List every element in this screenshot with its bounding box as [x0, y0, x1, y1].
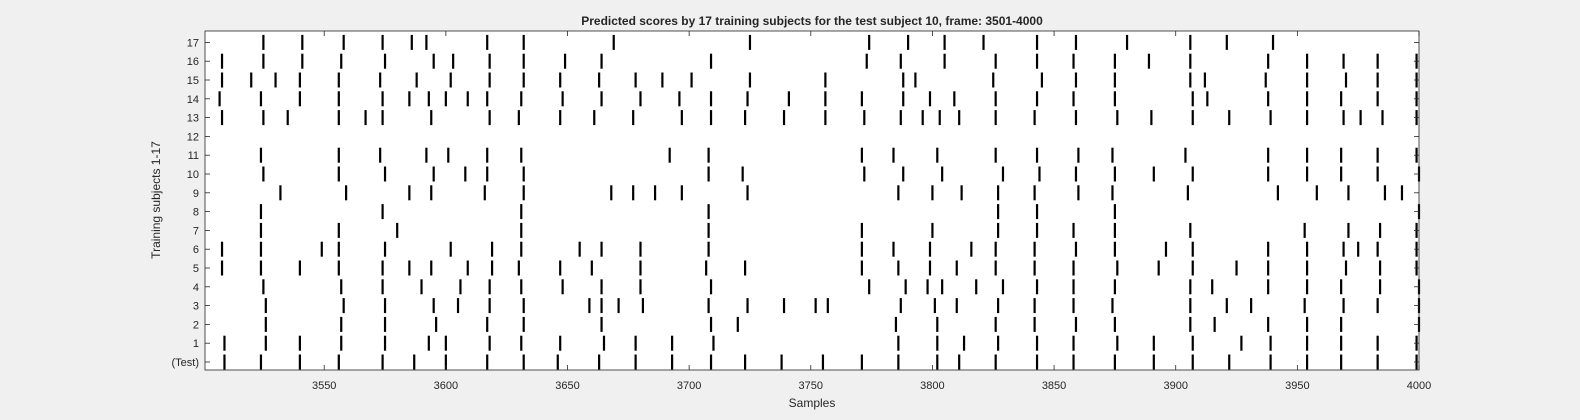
- y-tick-label: 16: [187, 56, 199, 68]
- plot-frame: [204, 30, 1420, 371]
- y-tick-label: 17: [187, 37, 199, 49]
- x-axis-label: Samples: [789, 396, 836, 410]
- x-tick-label: 3850: [1042, 380, 1066, 392]
- y-tick-label: 13: [187, 113, 199, 125]
- x-axis-ticks: 3550 3600 3650 3700 3750 3800 3850 3900 3950 4000: [312, 31, 1431, 392]
- x-tick-label: 3800: [920, 380, 944, 392]
- y-tick-label: 12: [187, 131, 199, 143]
- y-tick-label: 4: [193, 282, 199, 294]
- x-tick-label: 3650: [555, 380, 579, 392]
- x-tick-label: 3700: [677, 380, 701, 392]
- x-tick-label: 3550: [312, 380, 336, 392]
- y-tick-label: 14: [187, 94, 199, 106]
- y-tick-label: 15: [187, 75, 199, 87]
- y-tick-label: 10: [187, 169, 199, 181]
- y-tick-label: 8: [193, 207, 199, 219]
- chart-title: Predicted scores by 17 training subjects…: [581, 14, 1043, 28]
- plot-area: [205, 31, 1419, 370]
- y-tick-label: 1: [193, 338, 199, 350]
- y-tick-label: 6: [193, 244, 199, 256]
- y-tick-label: (Test): [172, 357, 200, 369]
- x-tick-label: 3750: [799, 380, 823, 392]
- y-tick-label: 9: [193, 188, 199, 200]
- x-tick-label: 3950: [1285, 380, 1309, 392]
- x-tick-label: 3600: [434, 380, 458, 392]
- y-axis-label: Training subjects 1-17: [149, 141, 163, 259]
- y-tick-label: 7: [193, 225, 199, 237]
- y-tick-label: 11: [188, 150, 199, 162]
- x-tick-label: 3900: [1163, 380, 1187, 392]
- y-tick-label: 3: [193, 301, 199, 313]
- x-tick-label: 4000: [1407, 380, 1431, 392]
- event-marks: [218, 34, 1421, 370]
- y-tick-label: 2: [193, 319, 199, 331]
- y-tick-label: 5: [193, 263, 199, 275]
